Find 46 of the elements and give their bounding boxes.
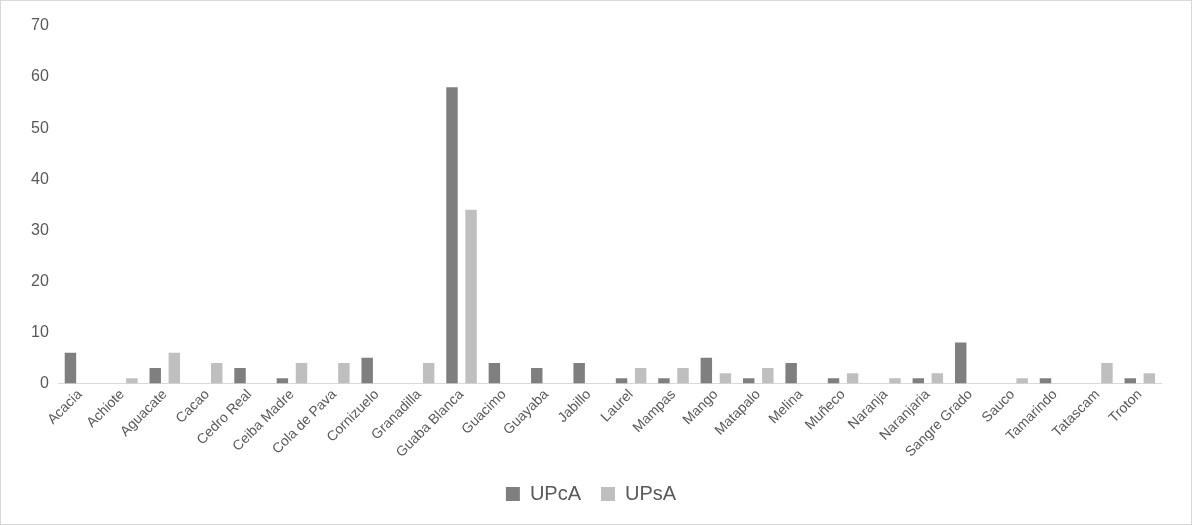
bar <box>168 352 181 384</box>
legend-label: UPsA <box>625 481 677 504</box>
bar <box>446 87 458 384</box>
y-tick-label: 70 <box>31 16 49 34</box>
bar <box>276 378 289 384</box>
y-tick-label: 20 <box>31 271 49 289</box>
bar <box>488 362 501 384</box>
bar <box>846 373 859 384</box>
bar <box>1016 378 1028 384</box>
bar <box>785 362 797 384</box>
bar <box>719 373 732 384</box>
bar <box>338 362 350 384</box>
y-tick-label: 30 <box>31 220 49 238</box>
bar <box>126 378 138 384</box>
bar <box>295 362 308 384</box>
bar <box>361 357 373 384</box>
bar <box>931 373 944 384</box>
legend-label: UPcA <box>529 481 582 504</box>
bar <box>700 357 713 384</box>
bar <box>762 368 774 384</box>
bar <box>827 378 840 384</box>
bar <box>677 368 689 384</box>
bar <box>743 378 755 384</box>
bar <box>422 362 435 384</box>
bar <box>1143 373 1156 384</box>
bar <box>64 352 77 384</box>
bar <box>149 368 161 384</box>
bar <box>912 378 925 384</box>
bar <box>573 362 585 384</box>
bar <box>658 378 670 384</box>
y-tick-label: 0 <box>39 373 49 391</box>
bar <box>465 209 477 384</box>
bar <box>954 342 967 384</box>
bar <box>531 368 543 384</box>
y-tick-label: 10 <box>31 322 49 340</box>
bar <box>889 378 901 384</box>
y-tick-label: 50 <box>31 118 49 136</box>
y-tick-label: 60 <box>31 67 49 85</box>
y-tick-label: 40 <box>31 169 49 187</box>
bar <box>615 378 628 384</box>
bar <box>1124 378 1136 384</box>
bar <box>234 368 246 384</box>
bar <box>1039 378 1052 384</box>
bar <box>210 362 223 384</box>
bar <box>1101 362 1113 384</box>
bar <box>634 368 647 384</box>
